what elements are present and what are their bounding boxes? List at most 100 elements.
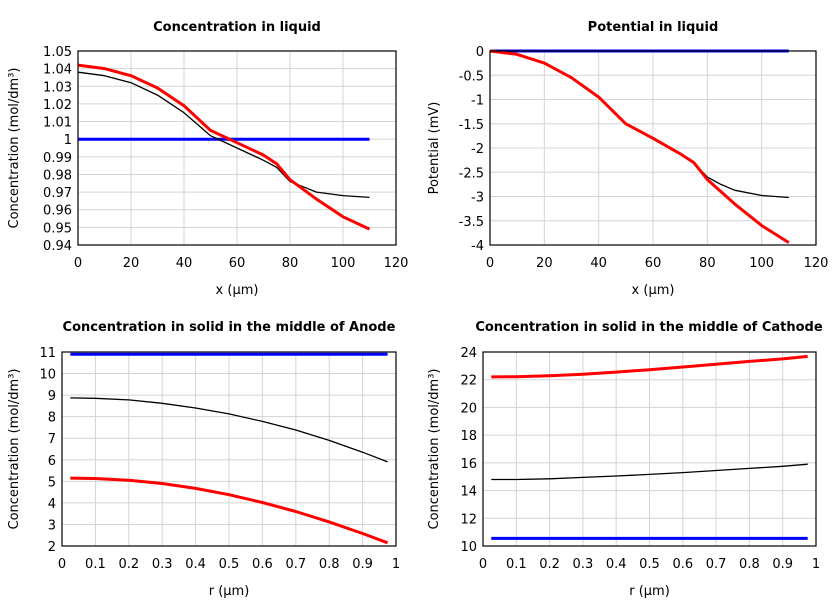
y-tick-label: -2 [471,142,484,157]
y-tick-label: 0 [476,45,484,60]
x-tick-label: 0.1 [506,557,527,572]
series-line-3 [77,63,371,231]
x-tick-label: 0.2 [539,557,560,572]
series-line-2 [491,463,808,481]
series-line-3 [70,476,389,545]
y-tick-label: 1.04 [43,63,72,78]
y-tick-label: 12 [460,512,477,527]
x-axis-label: x (µm) [632,283,675,298]
x-tick-label: 0.9 [352,557,373,572]
x-tick-label: 0.3 [573,557,594,572]
y-tick-label: 7 [48,432,56,447]
x-tick-label: 0.6 [672,557,693,572]
x-tick-label: 20 [123,256,140,271]
subplot-3: Concentration in solid in the middle of … [7,320,400,599]
x-axis-label: x (µm) [216,283,259,298]
series-line-3 [491,354,808,379]
subplot-1: Concentration in liquid 0 20 40 60 80 100 120 0.… [7,20,408,298]
y-tick-label: -1.5 [459,118,484,133]
x-tick-label: 0.1 [85,557,106,572]
y-axis-label: Concentration (mol/dm³) [7,369,22,530]
x-tick-label: 120 [384,256,409,271]
y-tick-label: 4 [48,497,56,512]
y-axis-label: Concentration (mol/dm³) [427,369,442,530]
y-tick-label: -1 [471,94,484,109]
y-tick-label: 1 [64,133,72,148]
x-tick-label: 0.7 [706,557,727,572]
chart-title: Concentration in liquid [153,20,321,35]
y-tick-label: 1.03 [43,80,72,95]
x-tick-label: 0.4 [606,557,627,572]
x-tick-label: 0.8 [739,557,760,572]
plot-frame [489,50,817,246]
y-tick-label: 9 [48,389,56,404]
y-tick-label: 8 [48,411,56,426]
y-tick-label: 24 [460,346,477,361]
plot-frame [77,50,397,246]
x-tick-label: 0.3 [152,557,173,572]
x-tick-label: 100 [749,256,774,271]
series-line-2 [77,71,370,199]
y-tick-label: 1.05 [43,45,72,60]
y-tick-label: 20 [460,401,477,416]
y-tick-label: 14 [460,485,477,500]
x-tick-label: 0.5 [219,557,240,572]
x-tick-label: 0 [58,557,66,572]
y-tick-label: 0.99 [43,151,72,166]
x-tick-label: 0.7 [285,557,306,572]
x-tick-label: 0.5 [639,557,660,572]
y-tick-label: 3 [48,518,56,533]
chart-title: Concentration in solid in the middle of … [63,320,396,335]
y-tick-label: 10 [460,540,477,555]
y-axis-label: Concentration (mol/dm³) [7,68,22,229]
x-tick-label: 80 [282,256,299,271]
y-tick-label: -4 [471,239,484,254]
y-tick-label: 0.97 [43,186,72,201]
x-tick-label: 1 [392,557,400,572]
y-tick-label: 6 [48,454,56,469]
y-tick-label: 0.98 [43,168,72,183]
plot-frame [61,351,397,547]
y-tick-label: -3 [471,191,484,206]
x-tick-label: 60 [645,256,662,271]
x-tick-label: 0.4 [185,557,206,572]
y-tick-label: 1.01 [43,116,72,131]
y-tick-label: 11 [39,346,56,361]
plot-frame [482,351,817,547]
x-tick-label: 0.6 [252,557,273,572]
x-tick-label: 40 [176,256,193,271]
y-tick-label: 1.02 [43,98,72,113]
y-tick-label: 0.94 [43,239,72,254]
chart-title: Potential in liquid [588,20,719,35]
x-tick-label: 60 [229,256,246,271]
subplot-4: Concentration in solid in the middle of … [427,320,823,599]
y-tick-label: 10 [39,368,56,383]
x-tick-label: 0 [479,557,487,572]
x-tick-label: 1 [812,557,820,572]
x-tick-label: 0.2 [118,557,139,572]
subplot-2: Potential in liquid 0 20 40 60 80 100 120 -4 -3.5… [427,20,828,298]
y-tick-label: -0.5 [459,69,484,84]
y-tick-label: 5 [48,475,56,490]
y-tick-label: 2 [48,540,56,555]
y-axis-label: Potential (mV) [427,102,442,195]
x-tick-label: 0 [486,256,494,271]
x-tick-label: 40 [590,256,607,271]
x-tick-label: 80 [699,256,716,271]
x-tick-label: 100 [331,256,356,271]
y-tick-label: 16 [460,457,477,472]
y-tick-label: -3.5 [459,215,484,230]
x-axis-label: r (µm) [629,584,670,599]
y-tick-label: 22 [460,374,477,389]
series-line-2 [70,397,388,463]
x-tick-label: 120 [804,256,829,271]
x-tick-label: 20 [536,256,553,271]
x-axis-label: r (µm) [209,584,250,599]
series-line-3 [489,49,790,244]
y-tick-label: 0.96 [43,204,72,219]
x-tick-label: 0.8 [319,557,340,572]
y-tick-label: 0.95 [43,221,72,236]
y-tick-label: 18 [460,429,477,444]
chart-title: Concentration in solid in the middle of … [475,320,823,335]
